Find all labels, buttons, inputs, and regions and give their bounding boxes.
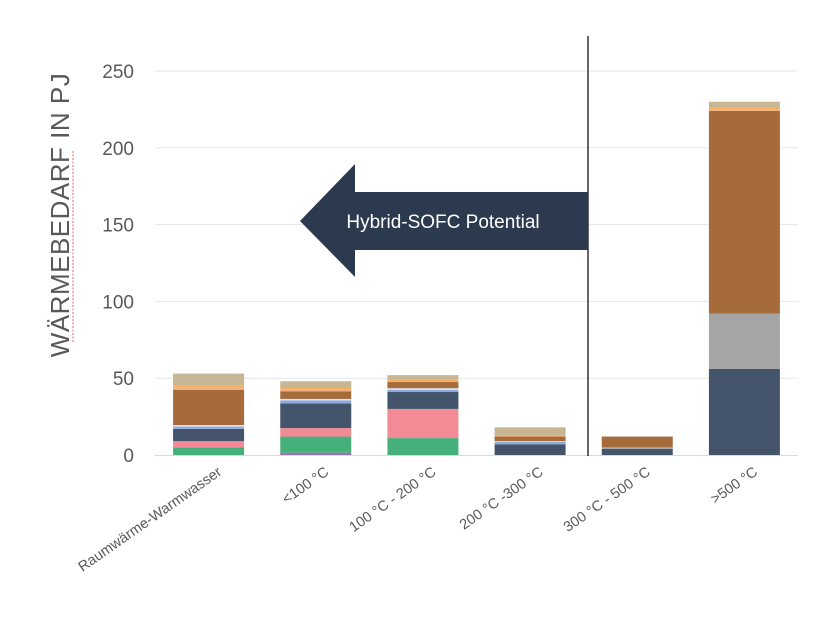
y-tick-label: 150 [102,216,134,237]
x-category-label: <100 °C [279,464,332,507]
bar-segment [387,408,459,439]
bar-stack [494,427,566,455]
bar-segment [387,392,459,409]
bar-segment [173,386,245,390]
bar-segment [708,313,780,369]
bar-stack [601,436,673,455]
left-arrow-shape [300,164,588,277]
bar-segment [708,101,780,108]
bar-segment [387,382,459,389]
bar-segment [173,428,245,442]
bar-segment [280,452,352,455]
x-category-label: >500 °C [708,464,761,507]
bar-segment [708,108,780,111]
bar-stack [387,375,459,455]
y-tick-label: 250 [102,62,134,83]
bar-segment [708,368,780,455]
bar-segment [280,391,352,399]
bar-segment [601,436,673,448]
bar-segment [494,444,566,455]
bar-segment [387,389,459,393]
y-tick-label: 0 [123,446,134,467]
arrow-annotation-label: Hybrid-SOFC Potential [346,212,539,233]
bar-segment [280,436,352,453]
y-tick-label: 200 [102,139,134,160]
bar-segment [173,373,245,386]
bar-segment [494,441,566,445]
x-category-label: 300 °C - 500 °C [561,464,654,536]
bar-segment [494,436,566,442]
bar-segment [601,448,673,455]
bar-segment [708,107,780,109]
y-tick-labels: 0 50 100 150 200 250 [102,62,134,467]
bar-segment [280,400,352,404]
x-category-label: 100 °C - 200 °C [347,464,440,536]
bar-segment [601,447,673,449]
bar-segment [494,427,566,436]
bar-segment [173,385,245,387]
bar-segment [173,426,245,429]
bar-segment [387,380,459,383]
y-tick-label: 100 [102,292,134,313]
bar-segment [280,388,352,390]
bar-segment [280,381,352,389]
bar-segment [387,379,459,381]
bar-segment [387,375,459,380]
bar-segment [387,438,459,455]
bar-segment [708,110,780,314]
bar-segment [280,428,352,437]
y-axis-title: WÄRMEBEDARF IN PJ [45,73,75,357]
bar-stack [280,381,352,455]
bar-segment [173,447,245,455]
bar-segment [280,389,352,392]
bar-segment [494,435,566,437]
bar-segment [173,425,245,427]
bar-segment [173,389,245,426]
bar-stack [708,101,780,455]
bar-segment [387,388,459,390]
y-tick-label: 50 [113,369,134,390]
bar-segment [173,441,245,448]
x-category-label: Raumwärme-Warmwasser [76,464,225,575]
x-category-labels: Raumwärme-Warmwasser <100 °C 100 °C - 200 … [76,464,761,575]
bar-segment [280,398,352,401]
bar-segment [494,441,566,442]
bar-stack [173,373,245,455]
x-category-label: 200 °C -300 °C [457,464,546,533]
bar-segment [494,435,566,436]
bar-segment [280,403,352,429]
bar-stacks [173,101,780,455]
